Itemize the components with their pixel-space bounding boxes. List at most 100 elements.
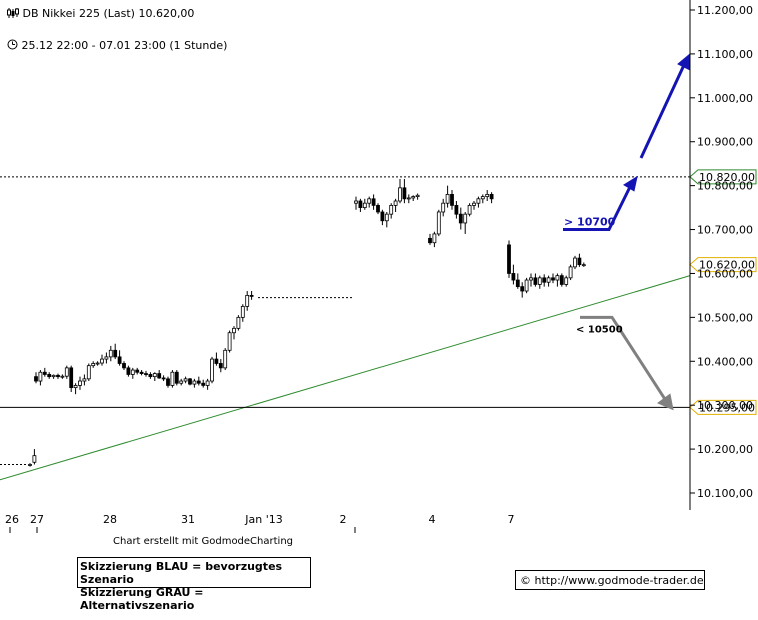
candle-body: [34, 376, 38, 382]
candle-body: [196, 380, 201, 384]
candle-body: [245, 295, 250, 307]
candle-body: [485, 194, 490, 198]
candle-body: [371, 198, 376, 206]
blue-arrowhead: [623, 175, 638, 192]
candle-body: [398, 187, 402, 202]
legend-gray: Skizzierung GRAU = Alternativszenario: [80, 586, 204, 612]
candle-body: [577, 257, 582, 266]
y-tick-label: 11.100,00: [697, 48, 753, 61]
candle-body: [542, 277, 547, 283]
x-tick-label: 7: [508, 513, 515, 526]
trendline-layer: [0, 275, 691, 481]
candle-body: [515, 279, 520, 288]
candle-body: [354, 200, 358, 204]
candle-body: [104, 356, 109, 360]
candle-body: [232, 327, 236, 334]
candle-body: [117, 356, 122, 364]
candle-body: [367, 198, 372, 204]
candle-body: [458, 213, 463, 224]
candle-body: [139, 371, 144, 374]
candle-body: [227, 332, 232, 351]
candle-body: [60, 375, 65, 378]
candle-body: [113, 349, 118, 358]
candle-body: [205, 380, 210, 386]
candle-body: [69, 367, 74, 389]
gray-arrowhead: [657, 393, 674, 411]
candle-body: [358, 200, 363, 208]
candles: [28, 179, 586, 467]
candle-body: [581, 264, 586, 267]
legend-blue: Skizzierung BLAU = bevorzugtes Szenario: [80, 560, 283, 586]
candle-body: [38, 371, 43, 382]
candle-body: [32, 455, 37, 463]
candle-body: [240, 305, 245, 318]
candle-body: [201, 382, 206, 386]
candle-body: [218, 363, 223, 369]
x-tick-label: 2: [340, 513, 347, 526]
price-level-label: 10.620,00: [699, 259, 755, 272]
candle-body: [551, 277, 555, 281]
y-tick-label: 11.000,00: [697, 92, 753, 105]
candle-body: [179, 380, 184, 384]
candle-body: [428, 237, 432, 244]
price-level-label: 10.820,00: [699, 171, 755, 184]
y-tick-label: 10.500,00: [697, 311, 753, 324]
x-tick-label: 4: [429, 513, 436, 526]
candle-body: [28, 464, 32, 466]
candle-body: [223, 349, 228, 369]
candle-body: [533, 277, 538, 285]
candle-body: [51, 374, 56, 378]
candle-body: [524, 279, 529, 292]
blue-annotation: > 10700: [564, 216, 616, 229]
candle-body: [47, 374, 52, 378]
candle-body: [380, 211, 385, 222]
candle-body: [432, 233, 437, 244]
y-tick-label: 11.200,00: [697, 4, 753, 17]
chart-title: DB Nikkei 225 (Last) 10.620,00: [22, 7, 195, 20]
candle-body: [529, 277, 533, 281]
support-trendline: [0, 275, 691, 481]
y-tick-label: 10.200,00: [697, 443, 753, 456]
candle-body: [511, 273, 516, 281]
candlestick-icon: [7, 7, 23, 20]
candle-body: [436, 211, 441, 235]
y-tick-label: 10.600,00: [697, 267, 753, 280]
candle-body: [467, 204, 472, 215]
period-label: 25.12 22:00 - 07.01 23:00 (1 Stunde): [21, 39, 228, 52]
candle-body: [236, 316, 241, 329]
candle-body: [95, 362, 100, 365]
price-level-tag: [689, 399, 757, 415]
candle-body: [188, 378, 192, 385]
gray-scenario-path: [580, 315, 668, 402]
candle-body: [56, 374, 60, 378]
candle-body: [210, 358, 214, 382]
candle-body: [249, 295, 254, 297]
candle-body: [402, 187, 407, 200]
blue-scenario-path: [639, 64, 686, 159]
candle-body: [384, 213, 389, 222]
candle-body: [214, 358, 219, 364]
candle-body: [568, 266, 573, 279]
candle-body: [546, 277, 551, 283]
candle-body: [389, 204, 394, 215]
x-tick-label: 27: [30, 513, 44, 526]
source-link[interactable]: © http://www.godmode-trader.de: [515, 570, 705, 590]
x-axis: 26 27 28 31 Jan '13 2 4 7: [5, 513, 515, 533]
candle-body: [507, 244, 511, 274]
candle-body: [520, 286, 525, 292]
clock-icon: [7, 39, 22, 52]
chart-title-row: DB Nikkei 225 (Last) 10.620,00: [7, 7, 194, 20]
candle-body: [42, 371, 47, 375]
candle-body: [91, 363, 96, 367]
candle-body: [472, 202, 476, 206]
candle-body: [100, 358, 104, 364]
candle-body: [78, 380, 82, 386]
y-axis: 10.100,00 10.200,00 10.300,00 10.400,00 10.5…: [689, 0, 753, 510]
candle-body: [476, 198, 481, 204]
candle-body: [537, 277, 542, 285]
candle-body: [86, 365, 91, 380]
candle-body: [454, 204, 459, 215]
candle-body: [555, 275, 560, 281]
scenario-arrows: > 10700 < 10500: [563, 52, 691, 411]
candle-body: [362, 202, 367, 208]
